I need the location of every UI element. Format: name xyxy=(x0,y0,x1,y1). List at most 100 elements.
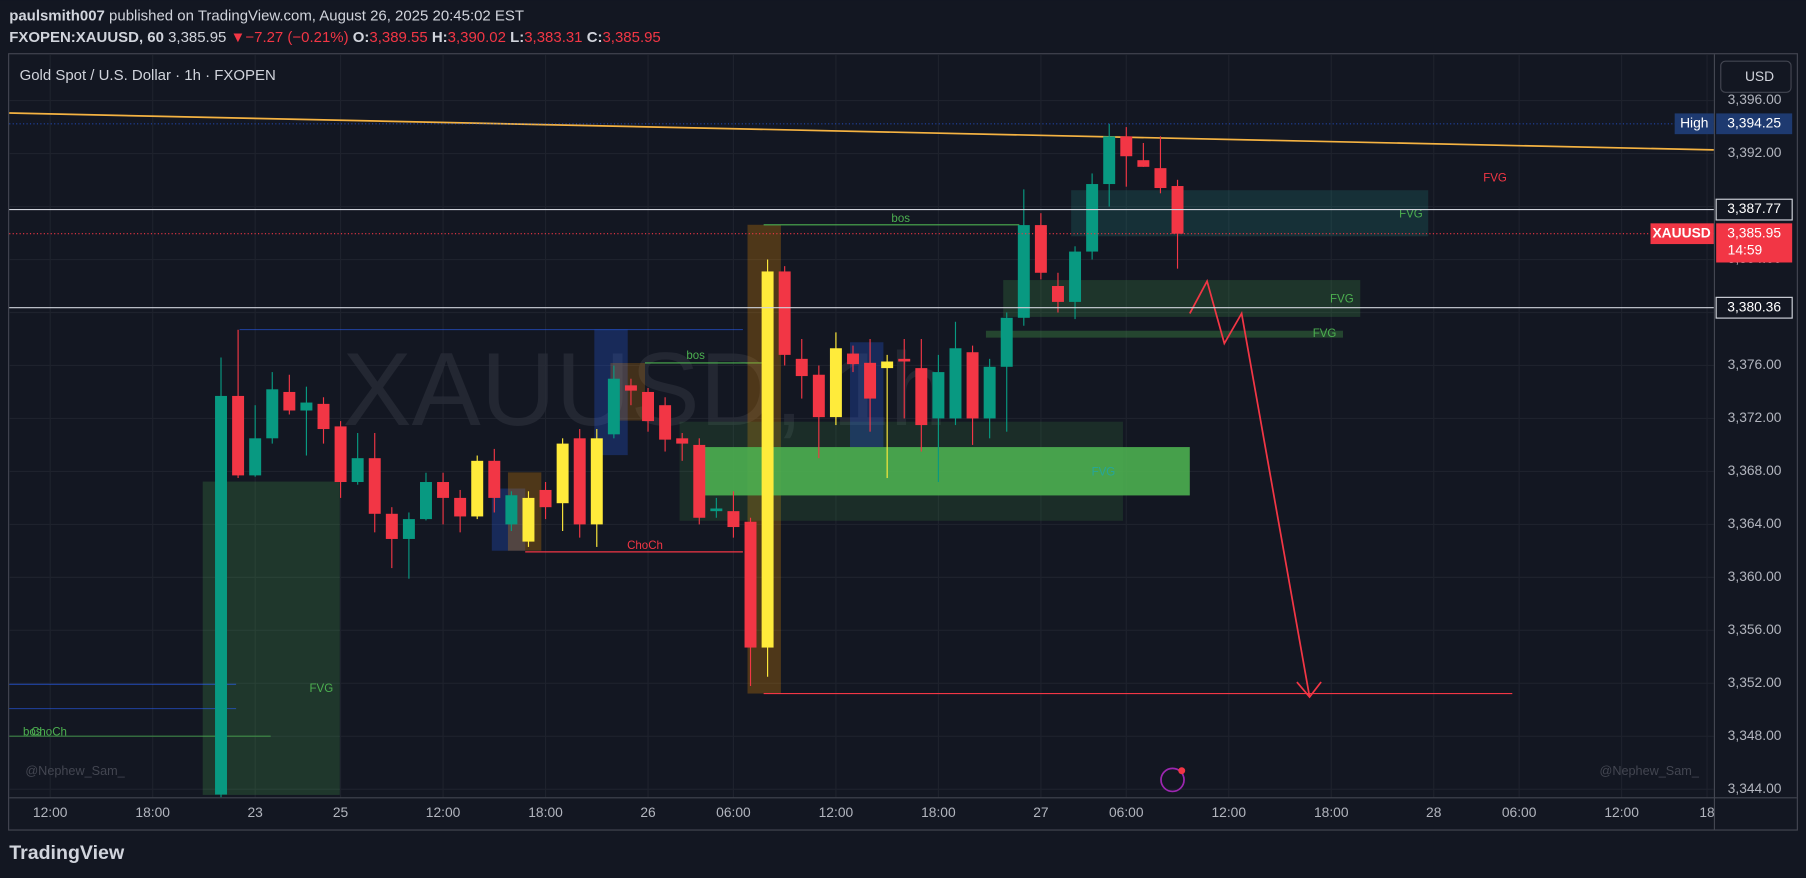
candle-body xyxy=(864,362,877,399)
annotation: ChoCh xyxy=(31,727,67,739)
candle-body xyxy=(881,361,894,369)
chart-title: Gold Spot / U.S. Dollar · 1h · FXOPEN xyxy=(20,67,276,84)
watermark: XAUUSD, 1h xyxy=(343,331,948,447)
x-tick-label: 28 xyxy=(1426,804,1442,820)
alert-icon[interactable] xyxy=(1160,767,1185,793)
candle-body xyxy=(471,460,484,517)
author: paulsmith007 xyxy=(9,7,105,24)
candle-body xyxy=(847,353,859,365)
candle-body xyxy=(437,482,450,498)
candle-body xyxy=(744,521,757,648)
candle-body xyxy=(1154,168,1167,189)
candle-body xyxy=(420,482,432,520)
candle-body xyxy=(1120,136,1133,157)
o-label: O: xyxy=(353,29,370,46)
annotation: ChoCh xyxy=(627,540,663,552)
candle-body xyxy=(1017,225,1030,318)
price-label-box xyxy=(1715,198,1793,221)
y-tick-label: 3,344.00 xyxy=(1728,780,1782,796)
last-price: 3,385.95 xyxy=(1727,224,1781,240)
signature: @Nephew_Sam_ xyxy=(1599,764,1699,778)
projection-arrow xyxy=(1189,278,1311,698)
candle-body xyxy=(402,519,415,539)
alert-dot xyxy=(1178,767,1186,775)
y-tick-label: 3,372.00 xyxy=(1728,409,1782,425)
x-tick-label: 18 xyxy=(1699,804,1715,820)
symbol: FXOPEN:XAUUSD, 60 xyxy=(9,29,164,46)
candle-body xyxy=(932,372,945,419)
candle-body xyxy=(590,438,603,525)
candle-body xyxy=(659,405,672,440)
candle-body xyxy=(915,368,928,426)
candle-body xyxy=(522,497,535,542)
candle-body xyxy=(215,395,227,795)
candle-body xyxy=(232,395,245,476)
last-price-box xyxy=(1716,223,1793,263)
currency: USD xyxy=(1745,68,1774,84)
candle-body xyxy=(1000,317,1013,367)
candle-body xyxy=(1137,160,1150,167)
y-tick-label: 3,396.00 xyxy=(1728,91,1782,107)
drawings: XAUUSD, 1h FVG bos ChoCh bos ChoCh bos F… xyxy=(9,112,1714,795)
candle-body xyxy=(1103,136,1116,185)
candle-body xyxy=(966,352,979,419)
l: 3,383.31 xyxy=(524,29,582,46)
annotation: FVG xyxy=(1313,328,1337,340)
candle-body xyxy=(266,389,279,439)
candle-body xyxy=(829,348,842,418)
x-tick-label: 18:00 xyxy=(135,804,170,820)
candle-body xyxy=(710,508,723,512)
l-label: L: xyxy=(510,29,524,46)
candle-body xyxy=(505,495,518,525)
candle-body xyxy=(317,403,330,430)
candle-body xyxy=(1069,251,1082,302)
y-tick-label: 3,360.00 xyxy=(1728,568,1782,584)
fvg-zone xyxy=(985,330,1343,338)
candle-body xyxy=(812,374,825,418)
x-tick-label: 18:00 xyxy=(528,804,563,820)
overlay: 3,344.00 3,348.00 3,352.00 3,356.00 3,360.00… xyxy=(9,91,1793,820)
x-tick-label: 23 xyxy=(247,804,263,820)
c-label: C: xyxy=(587,29,603,46)
candle-body xyxy=(283,391,296,411)
x-tick-label: 12:00 xyxy=(426,804,461,820)
candle-body xyxy=(1051,286,1064,302)
currency-button[interactable] xyxy=(1720,60,1792,93)
x-tick-label: 27 xyxy=(1033,804,1048,820)
x-tick-label: 06:00 xyxy=(716,804,751,820)
annotation: bos xyxy=(23,727,42,739)
x-tick-label: 18:00 xyxy=(921,804,956,820)
x-tick-label: 12:00 xyxy=(1604,804,1639,820)
h-label: H: xyxy=(432,29,448,46)
y-tick-label: 3,376.00 xyxy=(1728,356,1782,372)
price-label: 3,387.77 xyxy=(1727,200,1781,216)
y-tick-label: 3,352.00 xyxy=(1728,674,1782,690)
candle-body xyxy=(898,358,911,362)
x-tick-label: 26 xyxy=(640,804,656,820)
candle-body xyxy=(573,438,586,525)
candle-body xyxy=(1086,184,1099,252)
candle-body xyxy=(385,513,398,539)
annotation: bos xyxy=(686,350,705,362)
candle-body xyxy=(607,378,620,435)
candle-body xyxy=(334,426,347,483)
x-tick-label: 12:00 xyxy=(1211,804,1246,820)
candle-body xyxy=(983,366,996,419)
arrow-head xyxy=(1296,681,1322,699)
x-tick-label: 18:00 xyxy=(1314,804,1349,820)
price-label: 3,380.36 xyxy=(1727,298,1781,314)
price-label-box xyxy=(1715,296,1793,319)
candle-body xyxy=(778,271,791,355)
annotation: FVG xyxy=(1483,173,1507,185)
fvg-zone xyxy=(702,447,1190,496)
published: published on TradingView.com, August 26,… xyxy=(109,7,524,24)
annotation: FVG xyxy=(1399,208,1423,220)
x-tick-label: 12:00 xyxy=(819,804,854,820)
candle-body xyxy=(249,438,262,476)
candle-body xyxy=(727,511,740,528)
x-tick-label: 25 xyxy=(333,804,349,820)
y-tick-label: 3,364.00 xyxy=(1728,515,1782,531)
annotation: FVG xyxy=(310,683,334,695)
candle-body xyxy=(300,402,313,411)
symbol-label: XAUUSD xyxy=(1652,224,1710,240)
